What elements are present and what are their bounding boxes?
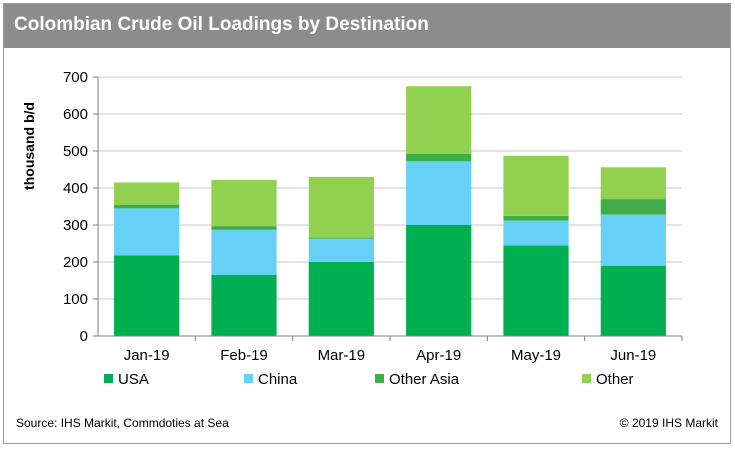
bar-other-apr-19 [406, 86, 472, 154]
y-tick-label: 200 [63, 254, 88, 271]
y-tick-label: 400 [63, 180, 88, 197]
x-tick-label: Mar-19 [318, 347, 366, 364]
bar-usa-feb-19 [211, 274, 277, 336]
copyright-note: © 2019 IHS Markit [619, 416, 718, 430]
bar-china-apr-19 [406, 161, 472, 225]
y-tick-label: 0 [80, 328, 88, 345]
axes: 0 100 200 300 400 500 600 700 Jan-19 Feb-19 Mar-19… [63, 69, 683, 364]
legend-label: USA [118, 371, 149, 388]
x-tick-label: Feb-19 [220, 347, 268, 364]
bar-china-jan-19 [114, 208, 180, 256]
bar-usa-jun-19 [600, 265, 666, 336]
legend-swatch [104, 374, 113, 383]
legend-swatch [582, 374, 591, 383]
x-tick-label: Jan-19 [124, 347, 170, 364]
bar-usa-jan-19 [114, 255, 180, 336]
y-tick-label: 700 [63, 69, 88, 86]
bar-other-mar-19 [308, 176, 374, 238]
bar-china-feb-19 [211, 229, 277, 275]
bar-other-asia-may-19 [503, 215, 569, 221]
y-tick-label: 300 [63, 217, 88, 234]
bar-china-mar-19 [308, 238, 374, 262]
bar-other-asia-jun-19 [600, 199, 666, 215]
x-tick-label: May-19 [511, 347, 561, 364]
legend-label: Other Asia [389, 371, 460, 388]
legend: USA China Other Asia Other [104, 371, 634, 388]
legend-label: China [258, 371, 298, 388]
bar-china-may-19 [503, 220, 569, 246]
bar-other-jan-19 [114, 182, 180, 205]
x-tick-label: Apr-19 [416, 347, 461, 364]
bar-other-feb-19 [211, 179, 277, 227]
y-tick-label: 500 [63, 143, 88, 160]
title-bar: Colombian Crude Oil Loadings by Destinat… [4, 4, 730, 48]
legend-swatch [375, 374, 384, 383]
x-tick-label: Jun-19 [610, 347, 656, 364]
bars [114, 86, 666, 336]
bar-other-jun-19 [600, 167, 666, 200]
bar-other-asia-mar-19 [308, 237, 374, 239]
bar-other-may-19 [503, 155, 569, 216]
legend-label: Other [596, 371, 634, 388]
bar-usa-may-19 [503, 245, 569, 336]
bar-other-asia-feb-19 [211, 226, 277, 230]
bar-other-asia-apr-19 [406, 153, 472, 162]
y-tick-label: 600 [63, 106, 88, 123]
bar-other-asia-jan-19 [114, 204, 180, 209]
y-axis-label: thousand b/d [21, 102, 37, 190]
chart-title: Colombian Crude Oil Loadings by Destinat… [14, 14, 429, 35]
bar-china-jun-19 [600, 214, 666, 266]
gridlines [98, 76, 682, 300]
source-note: Source: IHS Markit, Commdoties at Sea [16, 416, 229, 430]
bar-usa-apr-19 [406, 225, 472, 336]
bar-usa-mar-19 [308, 262, 374, 336]
y-tick-label: 100 [63, 291, 88, 308]
legend-swatch [244, 374, 253, 383]
